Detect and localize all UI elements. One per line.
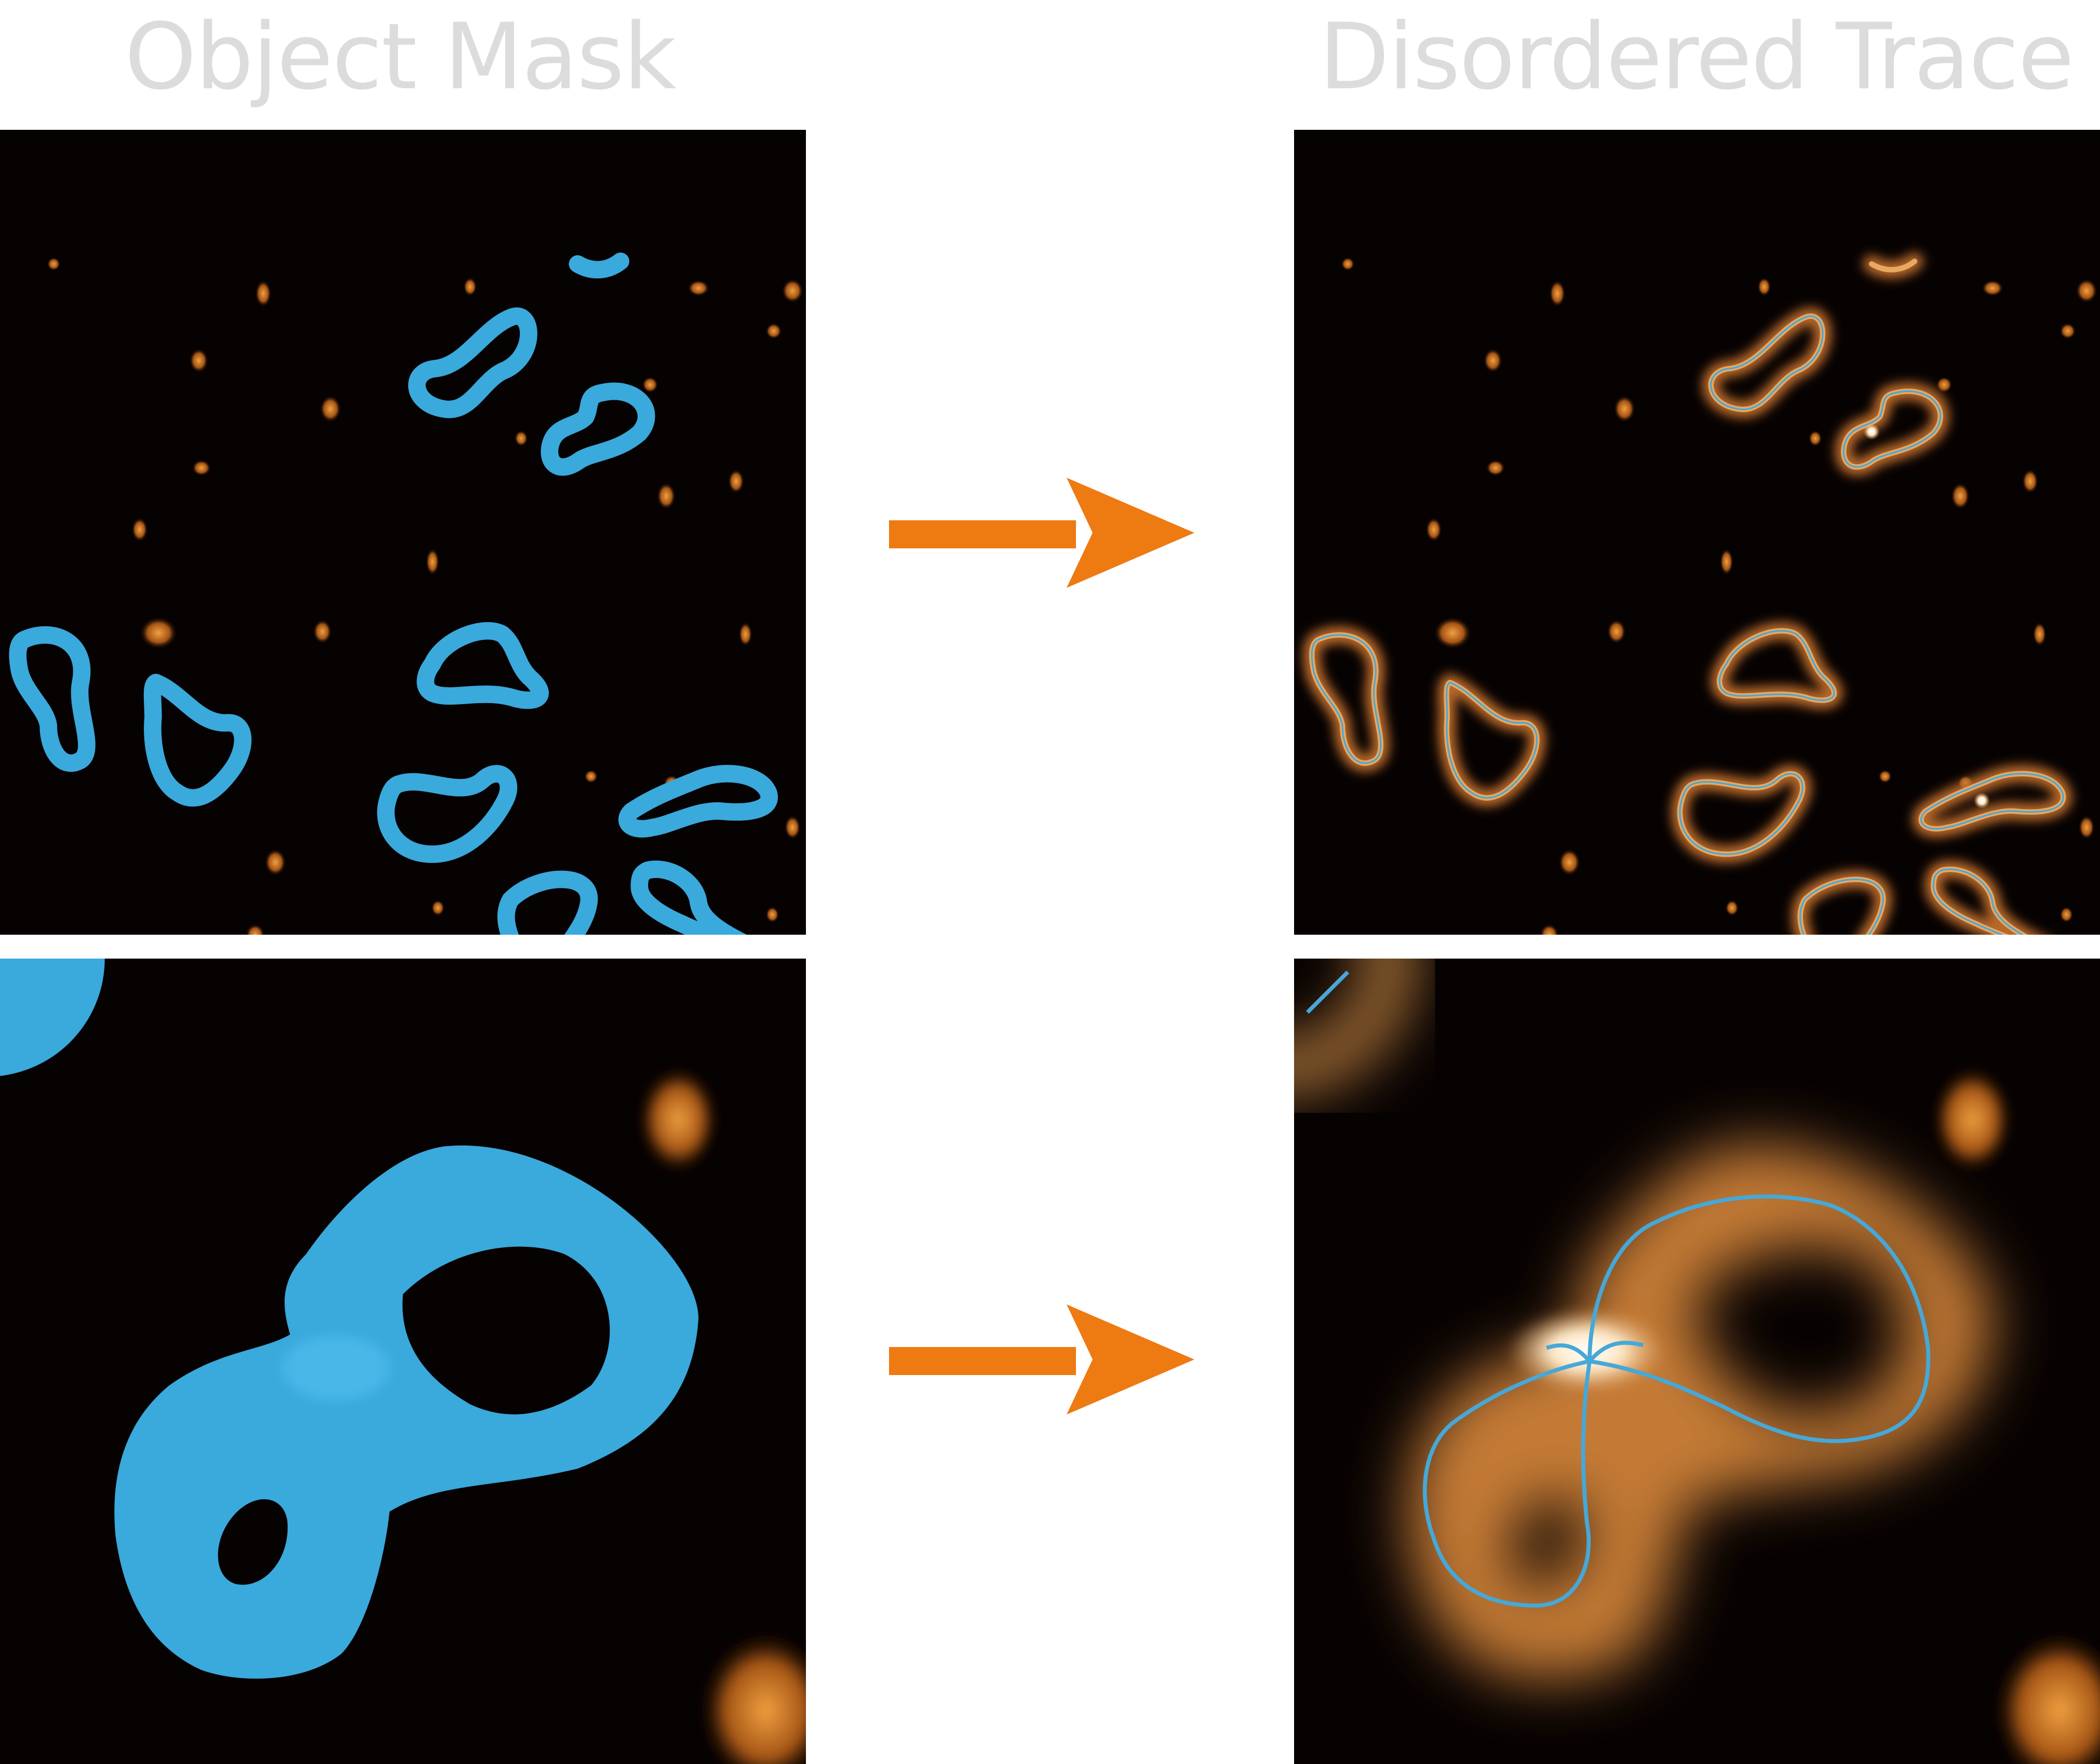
disordered-trace-overview-panel	[1294, 130, 2100, 935]
object-mask-title: Object Mask	[125, 4, 676, 110]
disordered-trace-title: Disordered Trace	[1319, 4, 2074, 110]
right-arrow-icon	[889, 1304, 1194, 1415]
disordered-trace-zoom-panel	[1294, 959, 2100, 1764]
object-mask-overview-panel	[0, 130, 806, 935]
object-mask-zoom-panel	[0, 959, 806, 1764]
right-arrow-icon	[889, 478, 1194, 588]
